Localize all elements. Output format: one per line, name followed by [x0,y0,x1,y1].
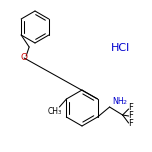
Text: F: F [128,119,133,128]
Text: O: O [21,54,28,62]
Text: NH: NH [113,97,124,105]
Text: F: F [128,112,133,121]
Text: 3: 3 [57,111,61,116]
Text: CH: CH [48,107,59,116]
Text: HCl: HCl [110,43,130,53]
Text: F: F [128,104,133,112]
Text: 2: 2 [122,100,126,105]
